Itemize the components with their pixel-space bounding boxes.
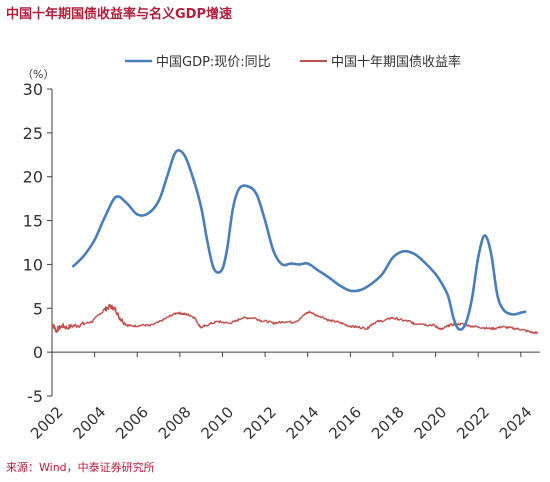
x-tick-label: 2014 [283,403,323,443]
x-tick-label: 2008 [155,403,195,443]
x-tick-label: 2020 [411,403,451,443]
y-tick-label: 20 [23,168,43,187]
y-tick-label: 25 [23,124,43,143]
legend-label: 中国GDP:现价:同比 [156,55,271,70]
y-tick-label: 0 [33,343,43,362]
legend-item-gdp: 中国GDP:现价:同比 [125,55,271,70]
x-tick-label: 2004 [70,403,110,443]
y-tick-label: 15 [23,212,43,231]
source-note: 来源：Wind，中泰证券研究所 [6,461,155,474]
x-tick-label: 2010 [198,403,238,443]
legend-item-bond-yield: 中国十年期国债收益率 [300,54,461,70]
series-line-bond-yield [51,303,539,335]
x-tick-label: 2002 [27,403,67,443]
y-tick-label: 30 [23,80,43,99]
x-tick-label: 2018 [368,403,408,443]
y-tick-label: 5 [33,299,43,318]
x-tick-label: 2006 [112,403,152,443]
legend-label: 中国十年期国债收益率 [331,54,461,70]
x-tick-label: 2022 [453,403,493,443]
series-line-gdp [72,149,527,331]
x-tick-group: 2002 2004 2006 2008 2010 2012 2014 2016 2018 2020… [27,352,536,443]
y-tick-group: -5 0 5 10 15 20 25 30 [23,80,52,406]
chart-title: 中国十年期国债收益率与名义GDP增速 [6,7,232,22]
y-tick-label: 10 [23,255,43,274]
x-tick-label: 2024 [496,403,536,443]
y-unit-label: （%） [22,68,54,81]
y-tick-label: -5 [27,387,43,406]
x-tick-label: 2016 [325,403,365,443]
x-tick-label: 2012 [240,403,280,443]
legend: 中国GDP:现价:同比 中国十年期国债收益率 [125,54,461,70]
series-group [51,149,539,335]
